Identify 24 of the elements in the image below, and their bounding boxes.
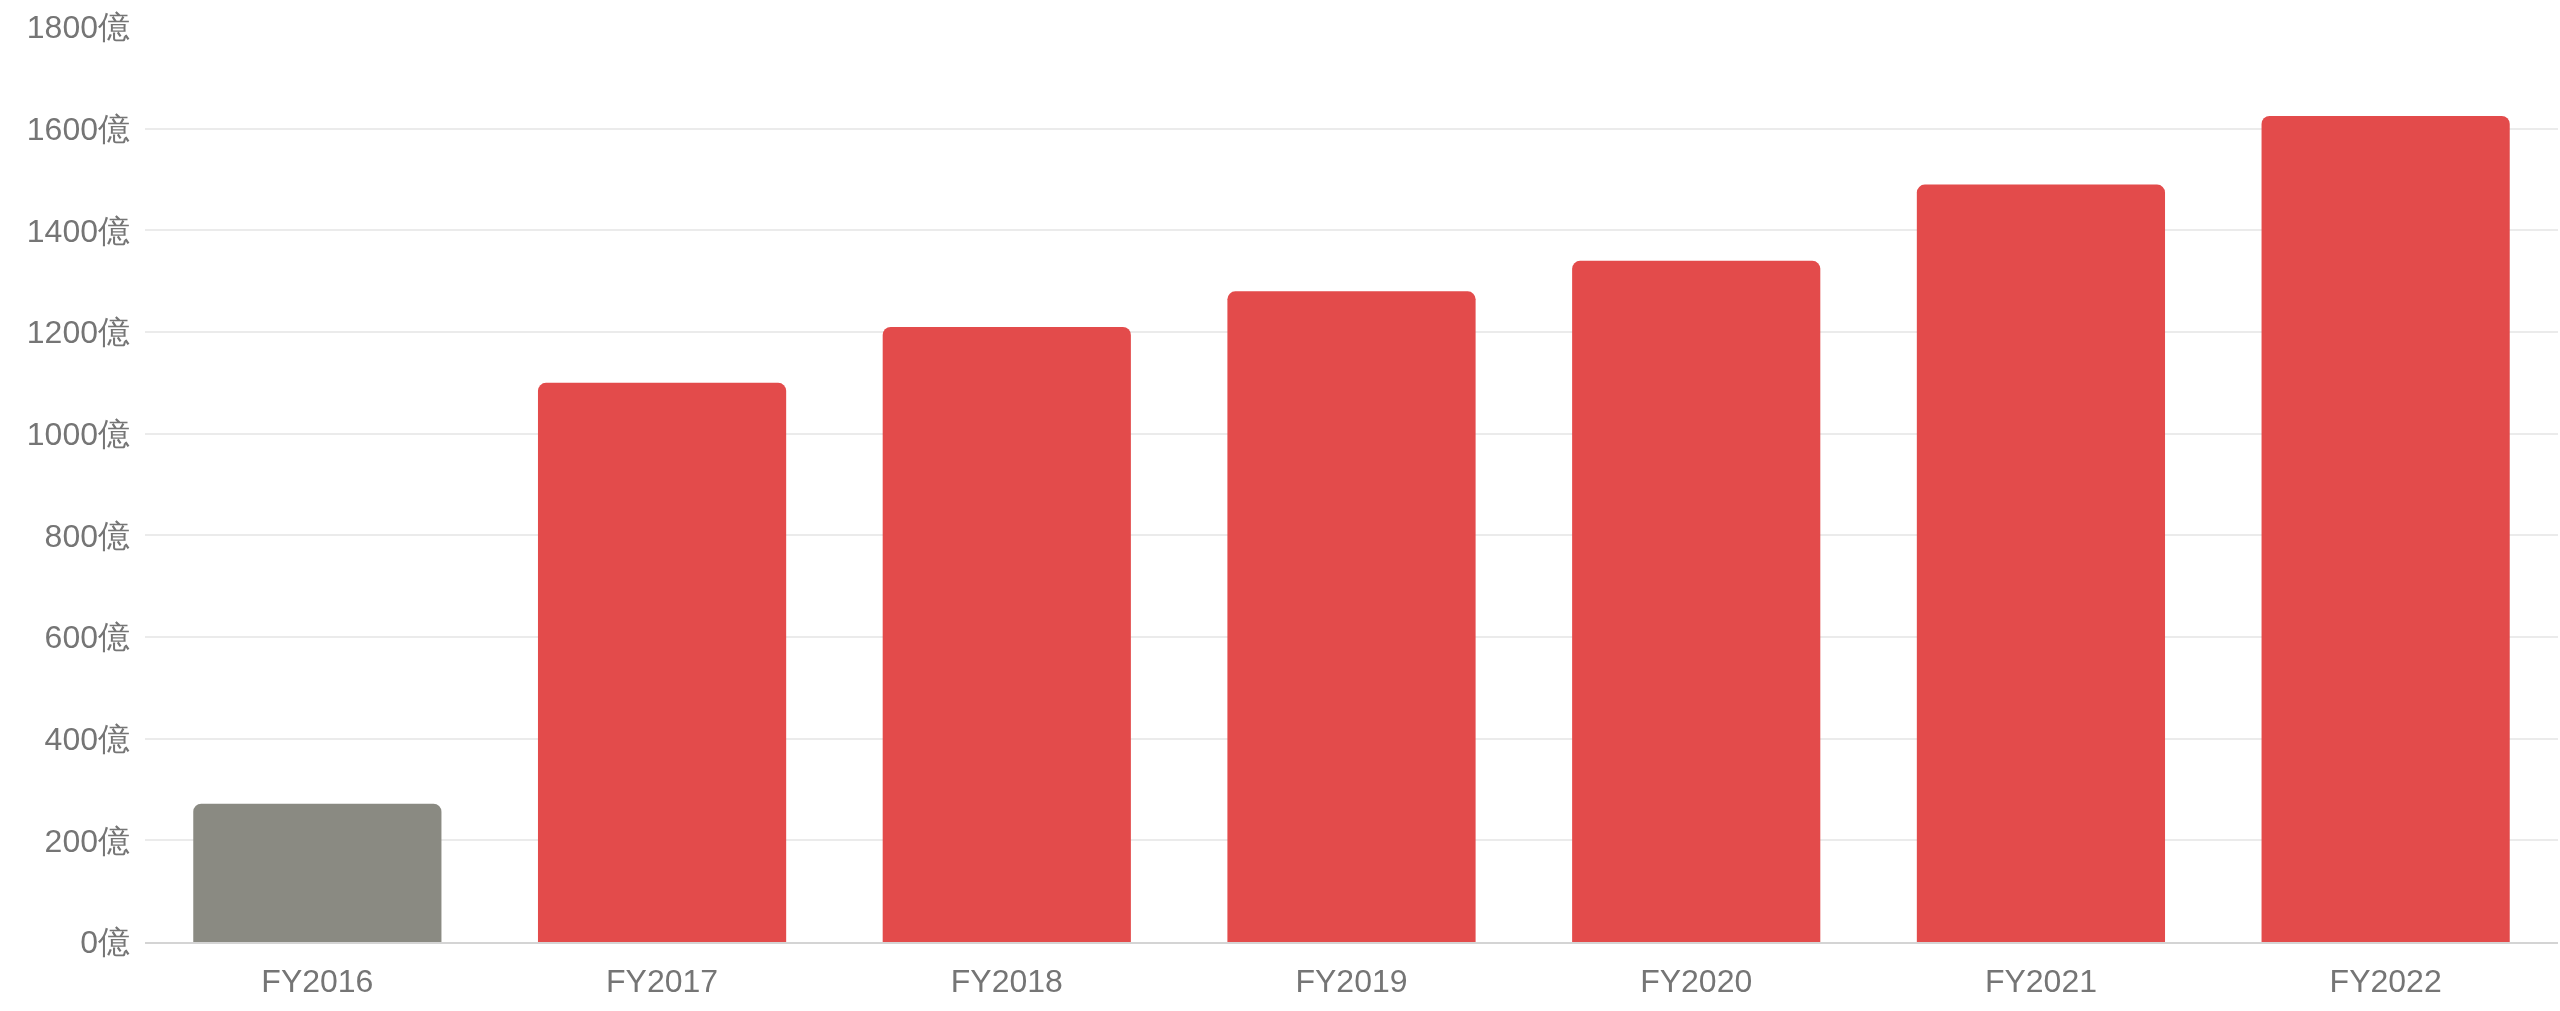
- y-tick-label: 600億: [44, 619, 130, 656]
- y-tick-label: 200億: [44, 822, 130, 859]
- y-tick-label: 1000億: [26, 415, 130, 452]
- bar: [1227, 291, 1476, 942]
- x-tick-label: FY2017: [606, 963, 719, 1000]
- y-tick-label: 400億: [44, 720, 130, 757]
- y-tick-label: 1200億: [26, 314, 130, 351]
- x-tick-label: FY2021: [1984, 963, 2097, 1000]
- bar: [1916, 184, 2166, 942]
- x-tick-label: FY2016: [261, 963, 374, 1000]
- bar: [193, 803, 442, 942]
- y-tick-label: 0億: [80, 924, 130, 961]
- x-tick-label: FY2022: [2329, 963, 2442, 1000]
- y-tick-label: 1800億: [26, 9, 130, 46]
- bar: [537, 382, 787, 942]
- x-tick-label: FY2018: [950, 963, 1063, 1000]
- x-tick-label: FY2019: [1295, 963, 1408, 1000]
- bar: [882, 326, 1131, 942]
- bar: [2261, 115, 2510, 942]
- bar: [1572, 260, 1821, 942]
- y-tick-label: 1600億: [26, 110, 130, 147]
- y-tick-label: 1400億: [26, 212, 130, 249]
- x-tick-label: FY2020: [1640, 963, 1753, 1000]
- y-tick-label: 800億: [44, 517, 130, 554]
